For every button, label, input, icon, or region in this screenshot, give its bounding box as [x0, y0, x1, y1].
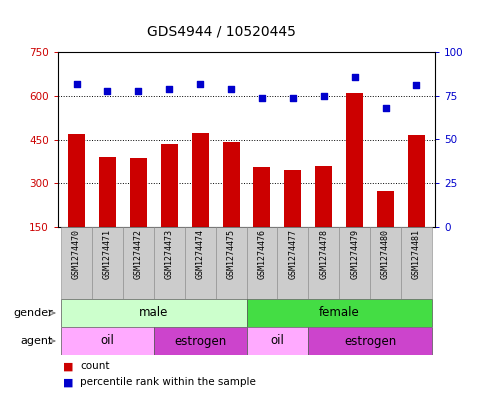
Bar — [161, 144, 178, 227]
Text: estrogen: estrogen — [344, 334, 396, 347]
Point — [135, 87, 142, 94]
Text: GSM1274472: GSM1274472 — [134, 229, 143, 279]
Bar — [130, 158, 147, 227]
Text: male: male — [139, 307, 169, 320]
Point — [289, 94, 297, 101]
Bar — [215, 227, 246, 299]
Bar — [253, 167, 271, 227]
Bar — [61, 327, 154, 355]
Bar — [308, 327, 432, 355]
Bar — [123, 227, 154, 299]
Text: oil: oil — [271, 334, 284, 347]
Text: GSM1274473: GSM1274473 — [165, 229, 174, 279]
Text: GSM1274479: GSM1274479 — [350, 229, 359, 279]
Point — [320, 93, 328, 99]
Bar — [339, 227, 370, 299]
Text: GSM1274471: GSM1274471 — [103, 229, 112, 279]
Text: agent: agent — [21, 336, 53, 346]
Bar — [284, 170, 301, 227]
Text: GSM1274476: GSM1274476 — [257, 229, 266, 279]
Text: GSM1274475: GSM1274475 — [227, 229, 236, 279]
Bar — [154, 327, 246, 355]
Bar — [278, 227, 308, 299]
Point — [72, 80, 80, 86]
Point — [196, 80, 204, 86]
Text: GSM1274474: GSM1274474 — [196, 229, 205, 279]
Text: gender: gender — [13, 308, 53, 318]
Text: estrogen: estrogen — [174, 334, 226, 347]
Bar — [377, 191, 394, 227]
Bar — [192, 133, 209, 227]
Text: ■: ■ — [63, 377, 73, 387]
Text: count: count — [80, 362, 109, 371]
Bar — [370, 227, 401, 299]
Text: GSM1274478: GSM1274478 — [319, 229, 328, 279]
Point — [104, 87, 111, 94]
Text: female: female — [319, 307, 359, 320]
Text: oil: oil — [101, 334, 114, 347]
Bar — [315, 166, 332, 227]
Bar — [68, 134, 85, 227]
Text: GSM1274481: GSM1274481 — [412, 229, 421, 279]
Text: GSM1274477: GSM1274477 — [288, 229, 297, 279]
Point — [258, 94, 266, 101]
Text: GSM1274480: GSM1274480 — [381, 229, 390, 279]
Point — [165, 86, 173, 92]
Bar — [246, 299, 432, 327]
Text: ■: ■ — [63, 362, 73, 371]
Point — [413, 82, 421, 88]
Bar — [99, 157, 116, 227]
Text: GSM1274470: GSM1274470 — [72, 229, 81, 279]
Bar — [401, 227, 432, 299]
Bar — [246, 227, 278, 299]
Point — [351, 73, 358, 80]
Bar — [308, 227, 339, 299]
Bar — [222, 142, 240, 227]
Bar — [346, 93, 363, 227]
Bar — [185, 227, 215, 299]
Bar — [408, 135, 425, 227]
Bar — [92, 227, 123, 299]
Bar — [61, 299, 246, 327]
Bar — [246, 327, 308, 355]
Bar — [61, 227, 92, 299]
Text: GDS4944 / 10520445: GDS4944 / 10520445 — [147, 25, 296, 39]
Point — [382, 105, 389, 111]
Text: percentile rank within the sample: percentile rank within the sample — [80, 377, 256, 387]
Bar — [154, 227, 185, 299]
Point — [227, 86, 235, 92]
